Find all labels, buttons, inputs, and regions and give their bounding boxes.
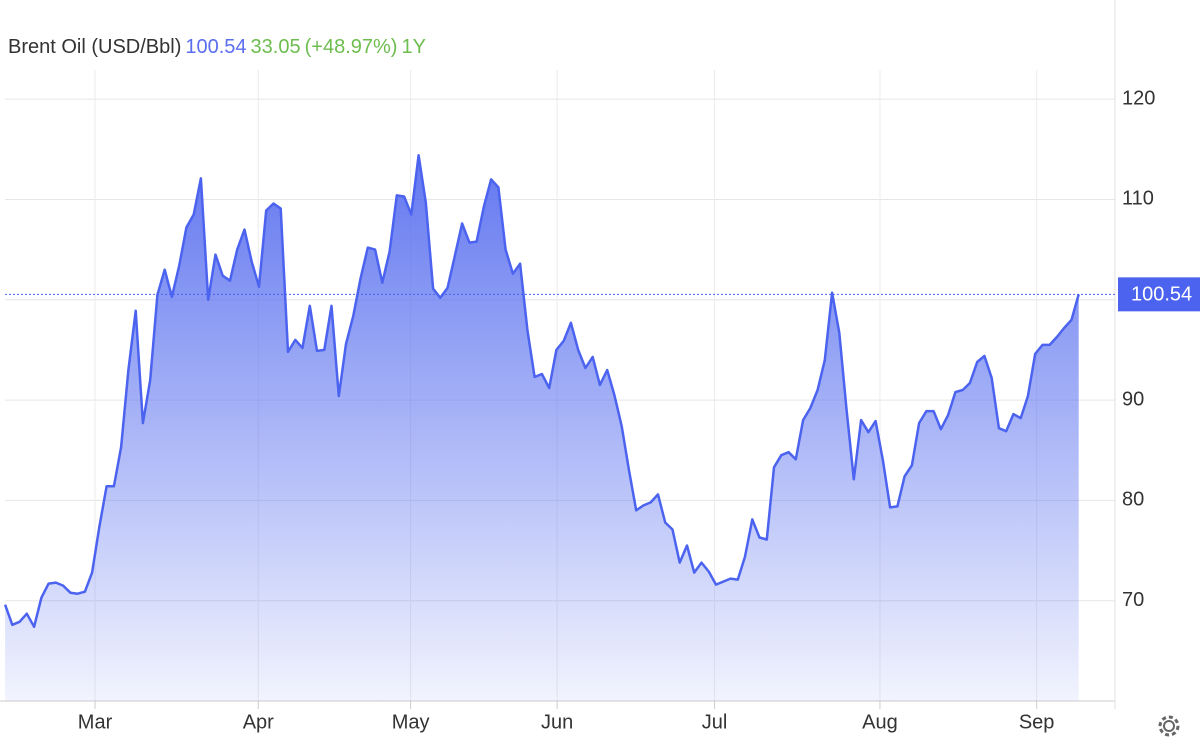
x-tick-label: Mar [78, 711, 113, 733]
settings-icon[interactable] [1158, 715, 1180, 737]
price-label: 100.54 [1131, 284, 1192, 306]
header: Brent Oil (USD/Bbl) 100.54 33.05 (+48.97%) 1… [8, 36, 430, 59]
change-percent: (+48.97%) [304, 36, 398, 58]
line [3, 154, 1080, 629]
title: Brent Oil (USD/Bbl) [8, 36, 182, 58]
price-box [1118, 277, 1200, 312]
x-tick-label: Apr [243, 711, 274, 733]
x-tick-label: Jun [541, 711, 573, 733]
area [5, 155, 1079, 702]
y-tick-label: 110 [1122, 188, 1154, 210]
change: 33.05 [250, 36, 301, 58]
period: 1Y [401, 36, 426, 58]
y-tick-label: 90 [1122, 388, 1144, 410]
x-tick-label: Jul [702, 711, 728, 733]
y-tick-label: 70 [1122, 589, 1144, 611]
y-tick-label: 80 [1122, 489, 1144, 511]
y-tick-label: 120 [1122, 87, 1155, 109]
x-tick-label: Aug [862, 711, 898, 733]
x-tick-label: Sep [1019, 711, 1055, 733]
x-tick-label: May [392, 711, 430, 733]
price: 100.54 [185, 36, 247, 58]
